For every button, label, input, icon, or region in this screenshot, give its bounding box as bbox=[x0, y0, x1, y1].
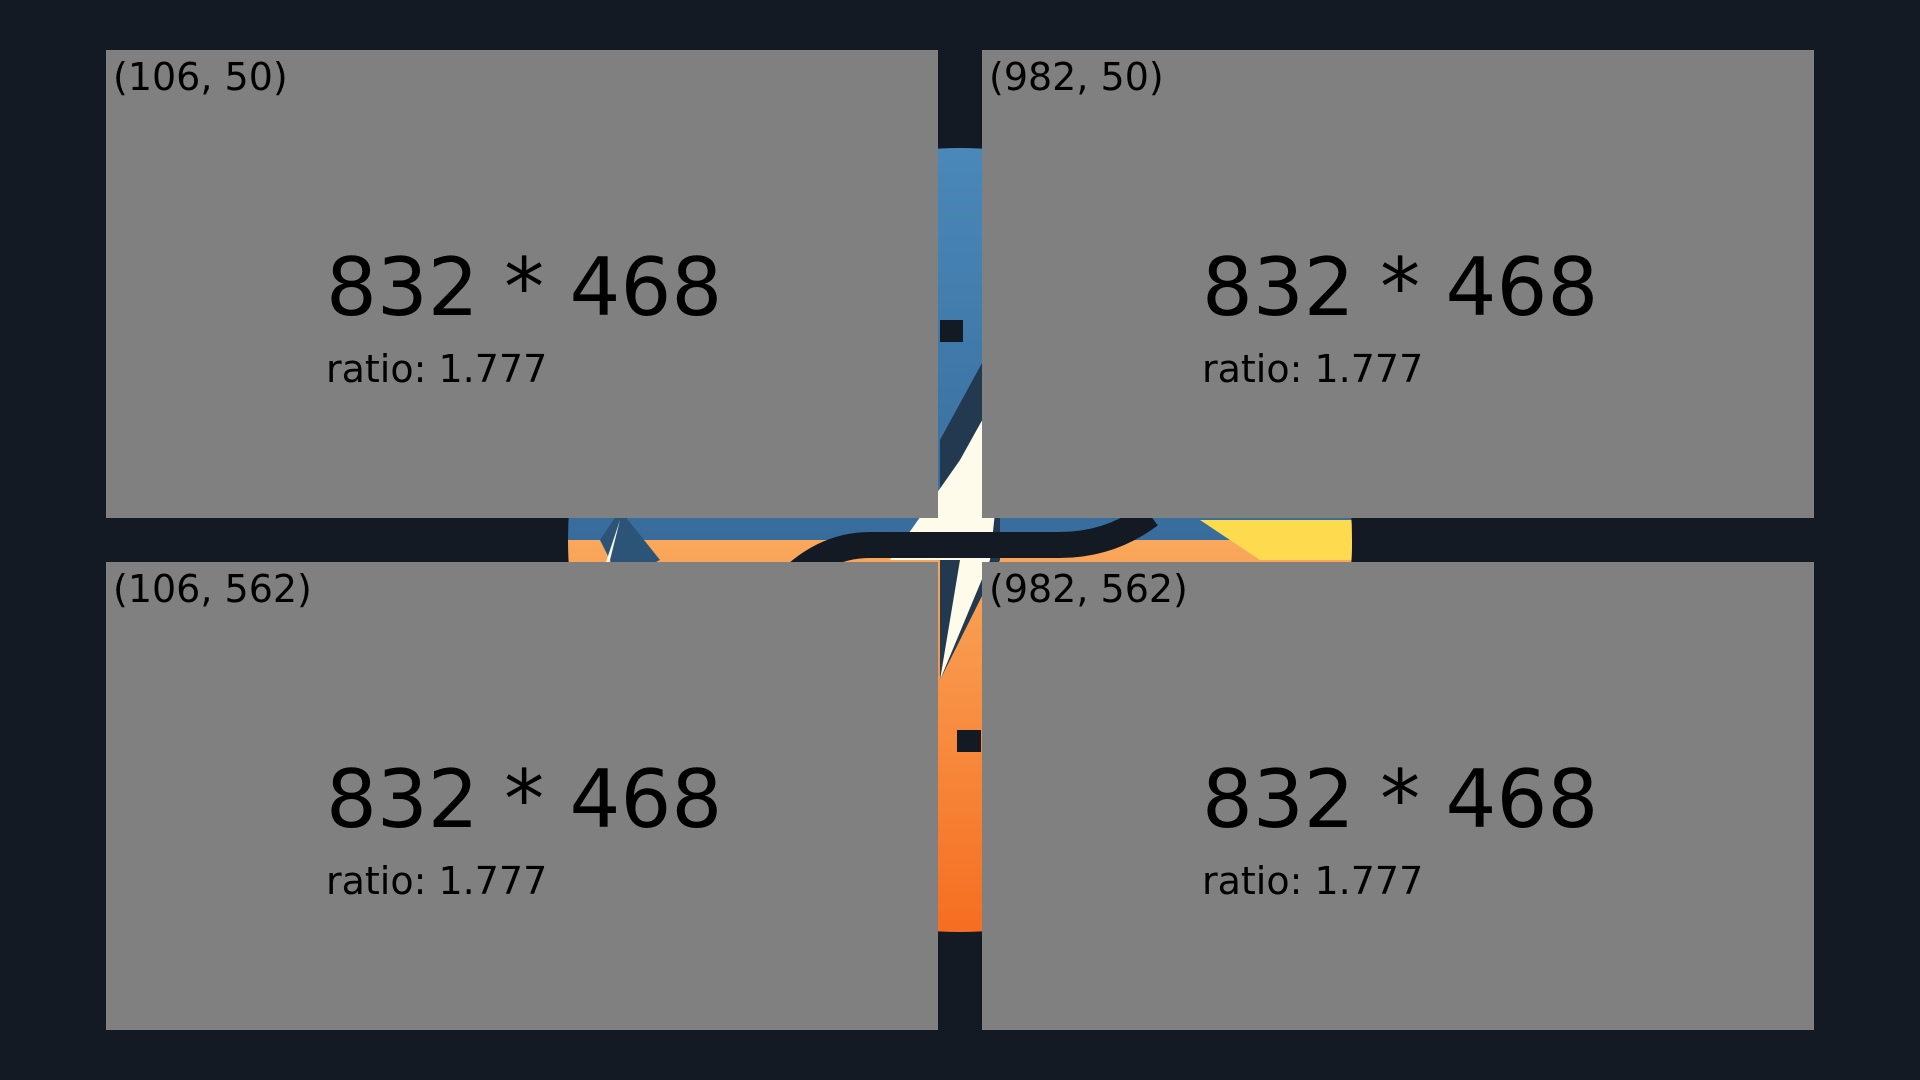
panel-coord-label: (106, 50) bbox=[113, 55, 288, 99]
panel-ratio-label: ratio: 1.777 bbox=[1202, 347, 1424, 391]
panel-size-label: 832 * 468 bbox=[326, 241, 723, 334]
panel-size-label: 832 * 468 bbox=[326, 753, 723, 846]
panel-coord-label: (982, 50) bbox=[989, 55, 1164, 99]
panel-ratio-label: ratio: 1.777 bbox=[1202, 859, 1424, 903]
panel-top-right: (982, 50) 832 * 468 ratio: 1.777 bbox=[982, 50, 1814, 518]
panel-top-left: (106, 50) 832 * 468 ratio: 1.777 bbox=[106, 50, 938, 518]
panel-bottom-right: (982, 562) 832 * 468 ratio: 1.777 bbox=[982, 562, 1814, 1030]
panel-size-label: 832 * 468 bbox=[1202, 753, 1599, 846]
panel-size-label: 832 * 468 bbox=[1202, 241, 1599, 334]
panel-bottom-left: (106, 562) 832 * 468 ratio: 1.777 bbox=[106, 562, 938, 1030]
panel-coord-label: (982, 562) bbox=[989, 567, 1188, 611]
panel-ratio-label: ratio: 1.777 bbox=[326, 347, 548, 391]
panel-coord-label: (106, 562) bbox=[113, 567, 312, 611]
panel-ratio-label: ratio: 1.777 bbox=[326, 859, 548, 903]
